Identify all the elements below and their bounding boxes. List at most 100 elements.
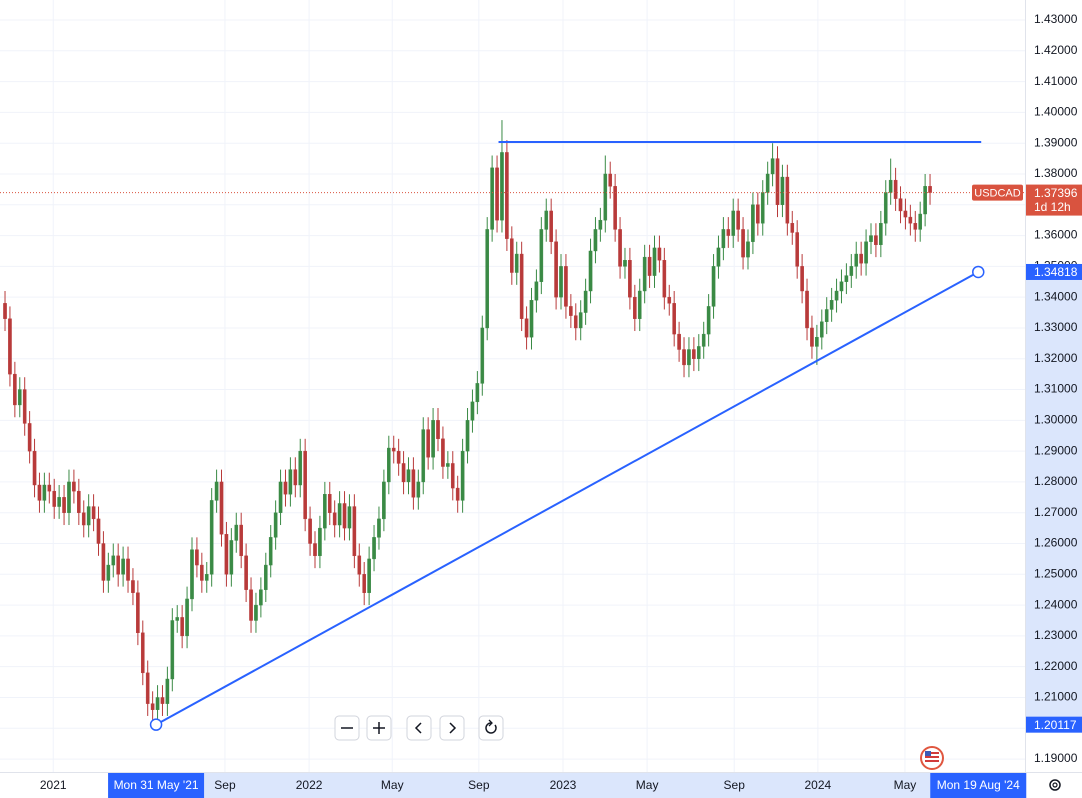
y-tick-label: 1.22000	[1034, 659, 1078, 673]
candle-body	[239, 524, 243, 557]
candle-body	[244, 555, 248, 590]
zoom-out-button[interactable]	[334, 715, 360, 741]
x-tick-label: 2022	[296, 778, 323, 792]
candle-body	[608, 173, 613, 187]
y-tick-label: 1.36000	[1034, 228, 1078, 242]
candle-body	[593, 229, 598, 252]
candle-body	[883, 192, 888, 224]
candle-body	[598, 219, 603, 230]
candle-body	[824, 309, 829, 322]
candle-body	[642, 256, 647, 292]
y-tick-label: 1.34000	[1034, 289, 1078, 303]
y-tick-label: 1.24000	[1034, 597, 1078, 611]
y-tick-label: 1.42000	[1034, 43, 1078, 57]
candle-body	[332, 512, 337, 526]
candle-body	[450, 463, 455, 489]
candle-body	[647, 256, 652, 276]
candle-body	[628, 260, 632, 298]
candle-body	[298, 450, 303, 486]
candle-body	[893, 179, 898, 199]
candle-body	[514, 253, 519, 273]
candle-body	[106, 564, 111, 581]
candles	[3, 120, 932, 725]
scroll-right-button[interactable]	[439, 715, 465, 741]
candle-body	[406, 469, 411, 483]
candle-body	[731, 210, 736, 236]
y-tick-label: 1.41000	[1034, 74, 1078, 88]
candle-body	[465, 420, 470, 452]
x-tick-label: Sep	[724, 778, 746, 792]
candle-body	[928, 186, 932, 193]
candle-body	[711, 266, 716, 307]
candle-body	[756, 204, 760, 224]
candle-body	[785, 176, 790, 224]
candle-body	[829, 300, 834, 310]
candle-body	[185, 598, 189, 637]
candle-body	[268, 537, 273, 566]
candle-body	[81, 512, 86, 526]
candle-body	[288, 469, 293, 495]
x-tick-label: May	[636, 778, 659, 792]
candle-body	[160, 697, 165, 704]
y-tick-label: 1.31000	[1034, 382, 1078, 396]
candle-body	[254, 604, 258, 621]
candle-body	[706, 306, 711, 335]
candle-body	[150, 703, 155, 710]
candle-body	[613, 186, 617, 230]
candle-body	[903, 210, 908, 218]
price-labels: 1.20117 Mon 31 May '21 1.34818 Mon 19 Aug '…	[108, 184, 1082, 798]
candle-body	[554, 241, 558, 298]
candle-body	[549, 210, 553, 242]
candle-body	[3, 303, 7, 319]
candle-body	[800, 266, 804, 292]
reset-button[interactable]	[478, 715, 504, 741]
candle-body	[441, 438, 445, 467]
date-label-box	[108, 773, 205, 798]
candle-body	[810, 327, 814, 347]
candle-body	[273, 512, 278, 538]
settings-button[interactable]	[1049, 779, 1061, 791]
candle-body	[175, 617, 180, 621]
candle-body	[583, 290, 588, 313]
grid	[0, 0, 1025, 772]
candle-body	[569, 306, 573, 316]
candle-body	[165, 678, 170, 704]
candle-body	[637, 290, 642, 319]
candle-body	[795, 232, 799, 267]
y-range-highlight	[1026, 271, 1082, 725]
candle-body	[662, 260, 667, 298]
candle-body	[17, 389, 22, 406]
candle-body	[180, 617, 184, 637]
candle-body	[657, 247, 662, 261]
price-label: 1.20117	[1034, 718, 1077, 732]
candle-body	[313, 543, 317, 557]
candle-body	[849, 266, 854, 276]
candle-body	[372, 537, 376, 560]
last-price-label: 1.37396	[1034, 186, 1078, 200]
candle-body	[805, 290, 809, 329]
symbol-label: USDCAD	[974, 187, 1021, 199]
candle-body	[495, 167, 499, 221]
y-tick-label: 1.28000	[1034, 474, 1078, 488]
date-label: Mon 19 Aug '24	[937, 778, 1020, 792]
y-tick-label: 1.29000	[1034, 443, 1078, 457]
candle-body	[603, 173, 608, 221]
candle-body	[618, 229, 622, 267]
candle-body	[323, 494, 327, 529]
date-label-box	[930, 773, 1027, 798]
y-tick-label: 1.21000	[1034, 690, 1078, 704]
candle-body	[116, 555, 120, 575]
scroll-left-button[interactable]	[406, 715, 432, 741]
candle-body	[780, 176, 785, 205]
candle-body	[859, 253, 863, 264]
symbol-label-box	[972, 184, 1023, 201]
candle-body	[219, 481, 224, 535]
candle-body	[692, 349, 696, 359]
candle-body	[460, 450, 465, 501]
candle-body	[283, 481, 288, 495]
candle-body	[13, 373, 17, 406]
candle-body	[224, 534, 229, 575]
y-tick-label: 1.39000	[1034, 135, 1078, 149]
zoom-in-button[interactable]	[366, 715, 392, 741]
candle-body	[760, 192, 765, 224]
